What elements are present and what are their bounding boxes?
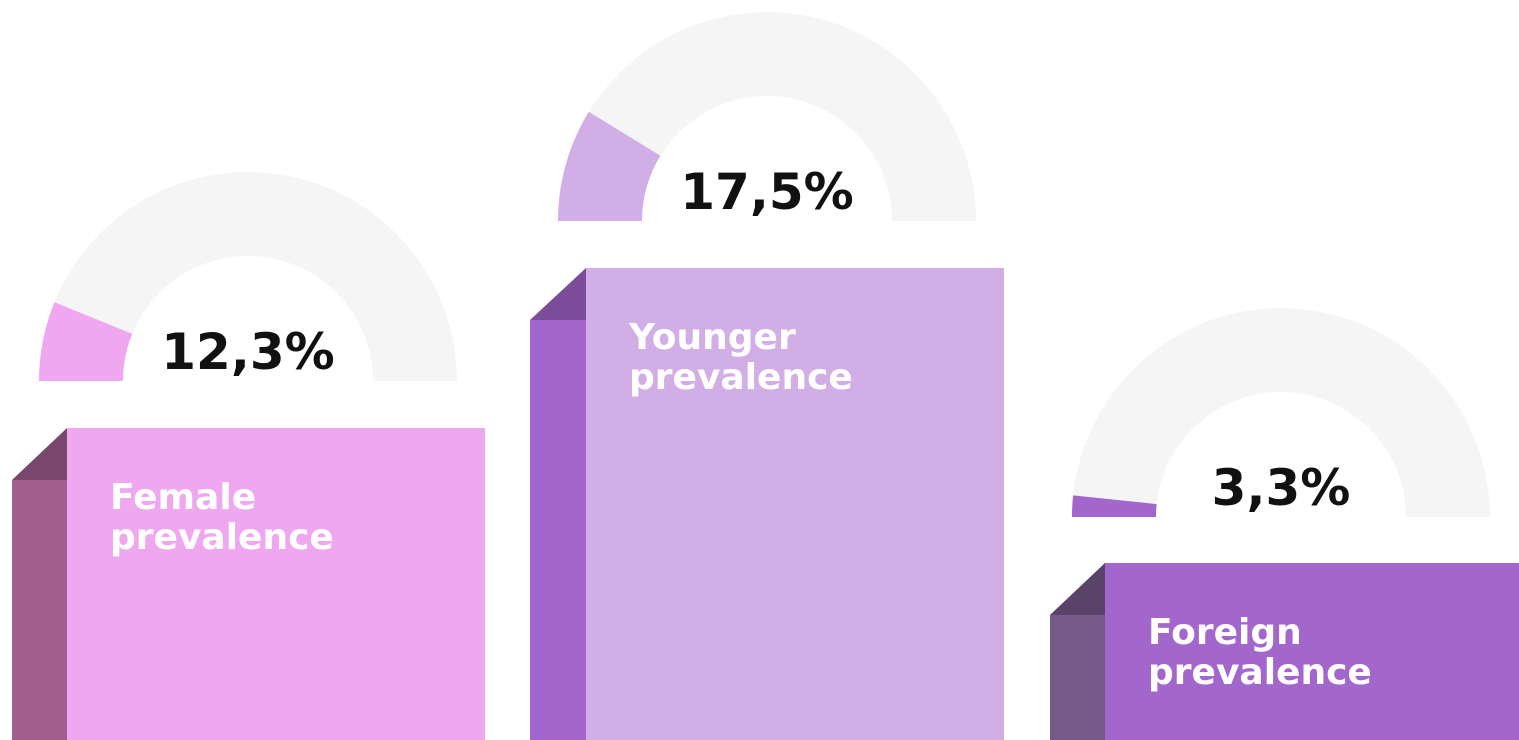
value-label: 3,3% [1212, 459, 1351, 517]
box-front [67, 428, 485, 740]
value-label: 17,5% [680, 163, 853, 221]
gauge-track [1072, 308, 1490, 517]
box-side [1050, 615, 1105, 740]
gauge-track [39, 172, 457, 381]
box-chamfer-shade [1050, 563, 1105, 615]
box-chamfer-shade [530, 268, 586, 320]
label-box: Female prevalence [110, 478, 334, 558]
box-chamfer [12, 428, 67, 480]
box-side [530, 320, 586, 740]
label-box: Younger prevalence [629, 318, 853, 398]
box-front [1105, 563, 1519, 740]
category-label: Younger prevalence [629, 318, 853, 398]
gauge-fill [1072, 495, 1157, 517]
category-label: Foreign prevalence [1148, 613, 1372, 693]
label-box: Foreign prevalence [1148, 613, 1372, 693]
box-chamfer [1050, 563, 1105, 615]
box-front [586, 268, 1004, 740]
gauge-fill [39, 302, 133, 381]
gauge-track [558, 12, 976, 222]
box-side [12, 480, 67, 740]
category-label: Female prevalence [110, 478, 334, 558]
gauge-fill [558, 111, 661, 221]
box-chamfer [530, 268, 586, 320]
box-chamfer-shade [12, 428, 67, 480]
value-label: 12,3% [161, 323, 334, 381]
